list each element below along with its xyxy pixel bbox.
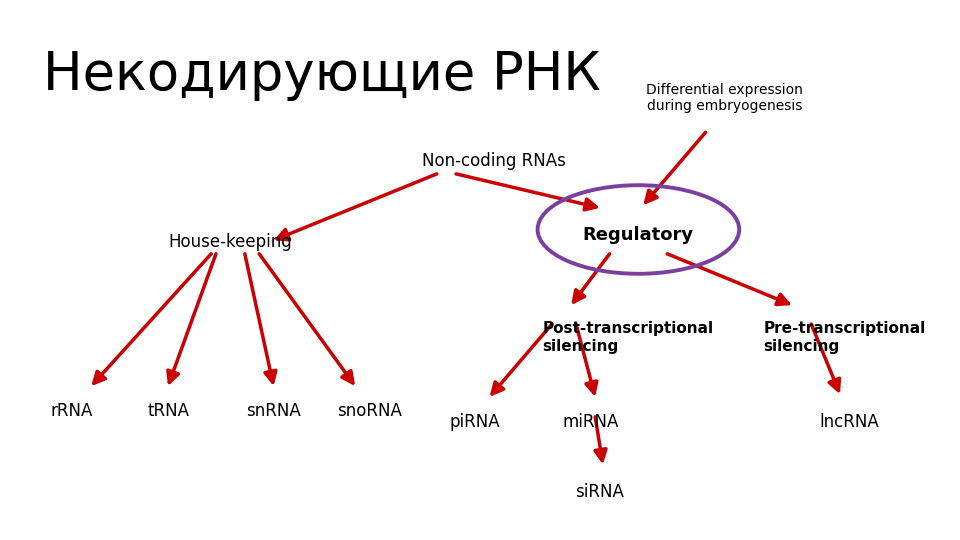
Text: snoRNA: snoRNA	[337, 402, 402, 420]
Text: Regulatory: Regulatory	[583, 226, 694, 244]
Text: tRNA: tRNA	[147, 402, 189, 420]
Text: House-keeping: House-keeping	[169, 233, 292, 251]
Text: miRNA: miRNA	[563, 413, 618, 431]
Text: siRNA: siRNA	[576, 483, 624, 501]
Text: Post-transcriptional
silencing: Post-transcriptional silencing	[542, 321, 713, 354]
Text: Differential expression
during embryogenesis: Differential expression during embryogen…	[646, 83, 804, 113]
Text: Некодирующие РНК: Некодирующие РНК	[43, 49, 601, 100]
Text: Non-coding RNAs: Non-coding RNAs	[422, 152, 566, 170]
Text: lncRNA: lncRNA	[820, 413, 879, 431]
Text: piRNA: piRNA	[450, 413, 500, 431]
Text: Pre-transcriptional
silencing: Pre-transcriptional silencing	[763, 321, 925, 354]
Text: rRNA: rRNA	[51, 402, 93, 420]
Text: snRNA: snRNA	[246, 402, 301, 420]
